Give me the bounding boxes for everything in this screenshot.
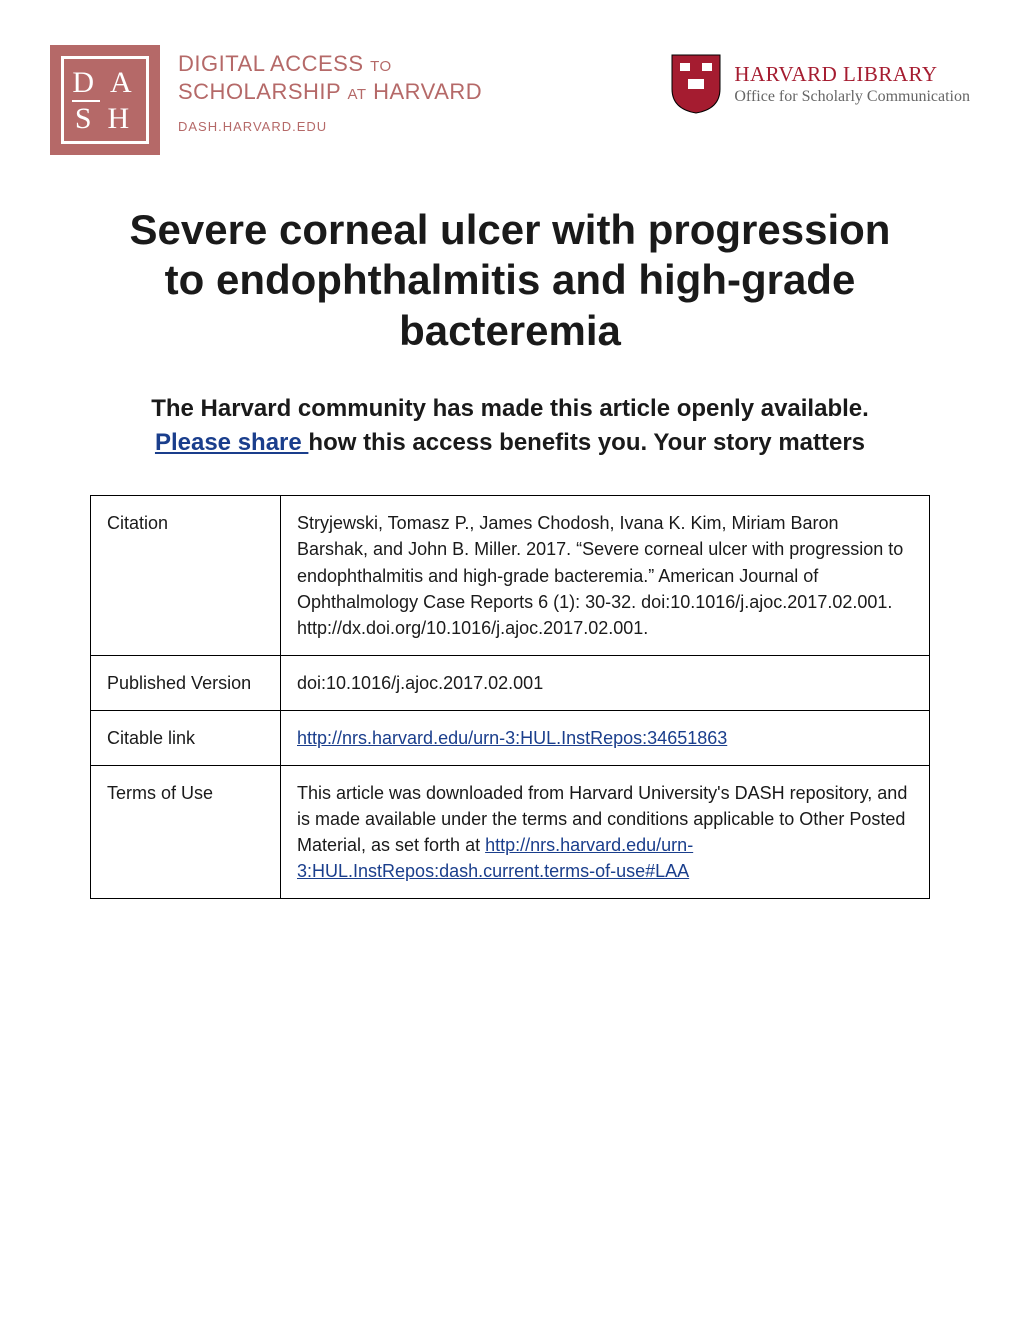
table-row: Citable link http://nrs.harvard.edu/urn-… [91,710,930,765]
terms-label: Terms of Use [91,766,281,899]
dash-url: DASH.HARVARD.EDU [178,119,482,134]
share-subtitle: The Harvard community has made this arti… [150,392,870,459]
harvard-library-block: HARVARD LIBRARY Office for Scholarly Com… [670,45,970,115]
article-title: Severe corneal ulcer with progression to… [120,205,900,356]
please-share-link[interactable]: Please share [155,429,308,456]
terms-value: This article was downloaded from Harvard… [281,766,930,899]
citable-link[interactable]: http://nrs.harvard.edu/urn-3:HUL.InstRep… [297,728,727,748]
harvard-library-subtitle: Office for Scholarly Communication [734,87,970,107]
header: DA SH DIGITAL ACCESS TO SCHOLARSHIP AT H… [50,45,970,155]
citation-value: Stryjewski, Tomasz P., James Chodosh, Iv… [281,496,930,655]
table-row: Citation Stryjewski, Tomasz P., James Ch… [91,496,930,655]
dash-logo-block: DA SH DIGITAL ACCESS TO SCHOLARSHIP AT H… [50,45,482,155]
dash-text: DIGITAL ACCESS TO SCHOLARSHIP AT HARVARD… [178,45,482,134]
harvard-library-title: HARVARD LIBRARY [734,61,970,87]
published-version-value: doi:10.1016/j.ajoc.2017.02.001 [281,655,930,710]
table-row: Terms of Use This article was downloaded… [91,766,930,899]
citable-link-value: http://nrs.harvard.edu/urn-3:HUL.InstRep… [281,710,930,765]
citation-label: Citation [91,496,281,655]
table-row: Published Version doi:10.1016/j.ajoc.201… [91,655,930,710]
harvard-shield-icon [670,53,722,115]
metadata-table: Citation Stryjewski, Tomasz P., James Ch… [90,495,930,899]
dash-logo-icon: DA SH [50,45,160,155]
citable-link-label: Citable link [91,710,281,765]
published-version-label: Published Version [91,655,281,710]
